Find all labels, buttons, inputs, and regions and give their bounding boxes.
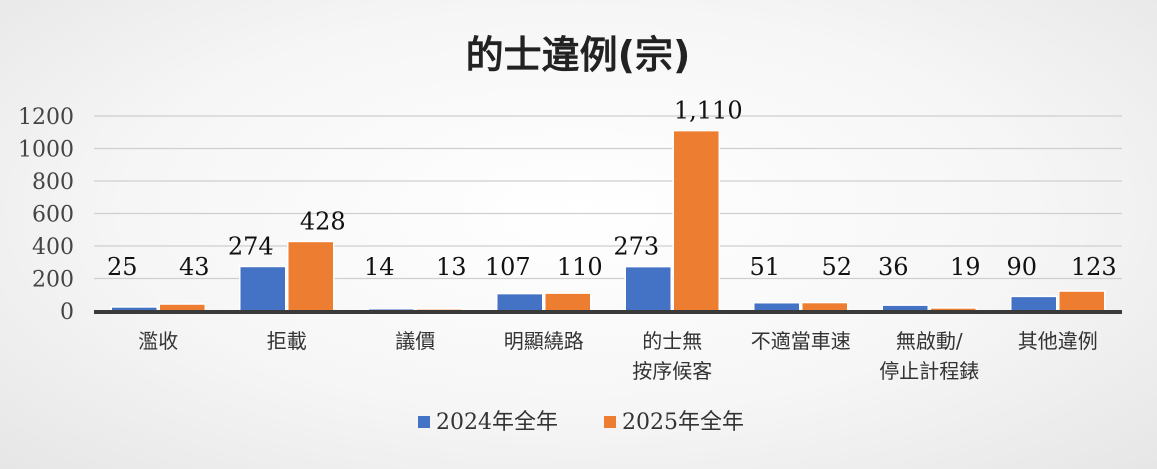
y-tick-label: 0 [60,300,74,325]
x-category-label: 停止計程錶 [879,359,979,383]
bar-2024 [239,265,287,312]
bar-2025 [287,240,335,312]
y-axis-ticks: 0 200 400 600 800 1000 1200 [18,105,74,325]
y-tick-label: 1000 [18,138,74,163]
x-category-label: 無啟動/ [896,329,963,353]
data-label: 52 [821,253,852,281]
bar-2024 [753,301,801,312]
gridlines [94,115,1122,280]
legend-swatch [604,416,616,428]
data-labels: 25 274 14 107 273 51 36 90 43 428 13 110 1,110 52 19 12… [107,97,1117,281]
data-label: 107 [485,253,531,281]
data-label: 36 [878,253,909,281]
x-category-label: 明顯繞路 [504,329,584,353]
y-tick-label: 1200 [18,105,74,130]
legend-swatch [418,416,430,428]
bar-2025 [1058,290,1106,312]
legend: 2024年全年 2025年全年 [418,410,744,435]
data-label: 43 [179,253,210,281]
y-tick-label: 600 [32,203,74,228]
legend-label: 2024年全年 [436,410,558,435]
data-label: 110 [557,253,603,281]
legend-label: 2025年全年 [622,410,744,435]
data-label: 19 [950,253,981,281]
x-category-label: 拒載 [267,329,307,353]
data-label: 90 [1006,253,1037,281]
data-label: 51 [749,253,780,281]
chart-title: 的士違例(宗) [466,33,691,77]
data-label: 14 [364,253,395,281]
x-category-label: 不適當車速 [751,329,851,353]
x-category-label: 濫收 [138,329,178,353]
x-category-label: 議價 [395,329,435,353]
bar-2024 [496,292,544,312]
bar-2024 [624,265,672,312]
bar-2025 [801,301,849,312]
data-label: 13 [436,253,467,281]
bar-2025 [672,129,720,312]
bars [110,129,1106,312]
data-label: 428 [300,207,346,235]
x-category-label: 按序候客 [632,359,712,383]
data-label: 274 [228,232,274,260]
data-label: 123 [1071,253,1117,281]
bar-2025 [158,303,206,312]
bar-2024 [1010,295,1058,312]
data-label: 273 [613,233,659,261]
y-tick-label: 800 [32,170,74,195]
x-category-label: 其他違例 [1018,329,1098,353]
data-label: 1,110 [674,97,743,125]
bar-2025 [544,292,592,312]
y-tick-label: 400 [32,235,74,260]
data-label: 25 [107,253,138,281]
x-category-label: 的士無 [642,329,702,353]
y-tick-label: 200 [32,268,74,293]
